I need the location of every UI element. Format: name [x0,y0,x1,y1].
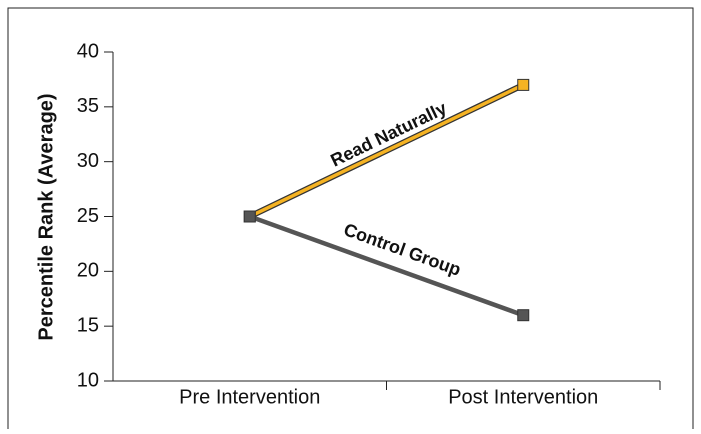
y-tick-label: 20 [77,260,99,282]
marker [243,210,256,223]
marker [517,309,530,322]
line [248,83,525,219]
line [248,214,525,318]
y-tick-label: 40 [77,40,99,62]
y-axis-label: Percentile Rank (Average) [35,93,57,340]
y-tick-label: 15 [77,314,99,336]
x-tick-label: Post Intervention [448,386,598,408]
series-label: Read Naturally [327,98,449,171]
marker [517,78,530,91]
y-tick-label: 30 [77,150,99,172]
x-tick-label: Pre Intervention [179,386,320,408]
y-tick-label: 25 [77,205,99,227]
y-tick-label: 35 [77,95,99,117]
frame [7,7,694,434]
y-tick-label: 10 [77,369,99,391]
